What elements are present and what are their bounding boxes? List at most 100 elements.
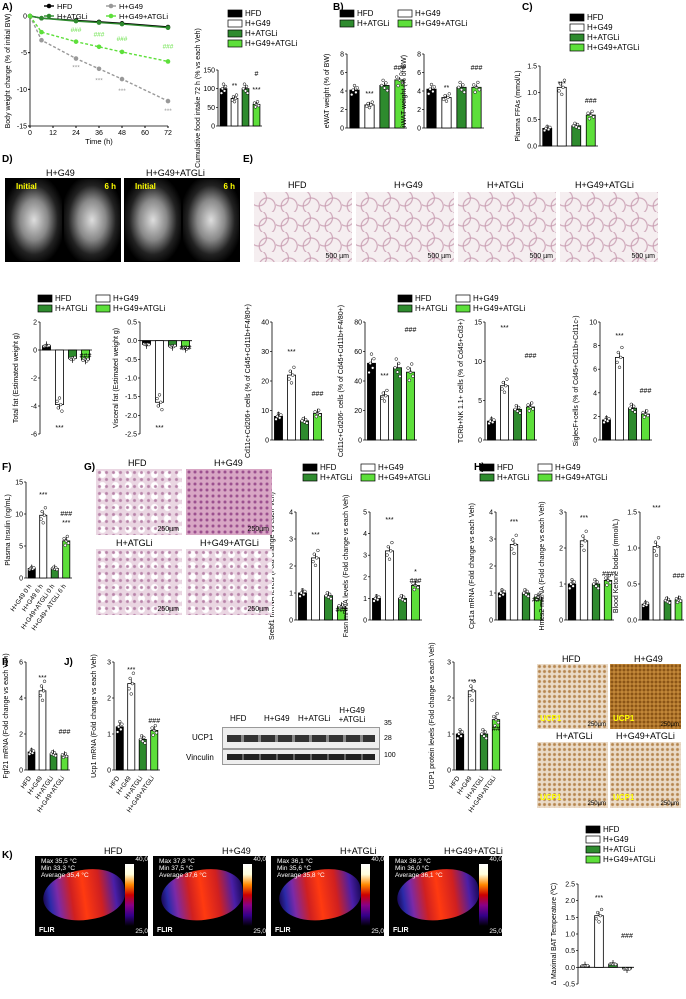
E4-ytick-label: 0 [593, 438, 597, 445]
F-sig-1-s3: *** [39, 492, 47, 499]
G1-point-2-2 [326, 595, 331, 599]
a-legend-dot-1 [108, 3, 114, 9]
H1-point-2-0 [522, 591, 526, 595]
H2-point-2-2 [594, 584, 598, 588]
G2-ytick-label: 5 [363, 510, 367, 517]
D_total-point-1-2 [57, 396, 62, 400]
I-point-0-4 [31, 749, 36, 753]
E4-point-2-0 [628, 406, 632, 410]
thermal-readout-3: Max 36,1 °C Min 35,6 °C Average 35,8 °C [277, 858, 325, 879]
ihc-title-1: HFD [562, 654, 581, 664]
G1-ytick-label: 1 [289, 591, 293, 598]
C-point-3-3 [590, 109, 594, 114]
flir-logo-1: FLIR [39, 927, 55, 934]
panel-label-j: J) [64, 657, 73, 668]
E3-ytick-label: 15 [474, 320, 482, 327]
legend-e-label-0: HFD [415, 294, 432, 303]
wb-mw-28: 28 [384, 735, 392, 742]
legend-c-swatch-1 [569, 23, 585, 32]
E2-point-3-1 [407, 378, 411, 382]
H1-point-2-2 [524, 592, 528, 597]
B_i-point-2-3 [461, 83, 465, 87]
a-point-2-2 [73, 18, 79, 24]
G1-point-0-0 [298, 594, 302, 598]
G1-point-3-4 [342, 605, 346, 609]
J1-sig-1-s3: *** [127, 667, 135, 674]
C-sig-3-h3: ### [585, 98, 597, 105]
J1-bar-1 [127, 683, 136, 771]
K-sig-3-h3: ### [621, 933, 633, 940]
E3-point-2-0 [513, 407, 517, 411]
D_total-point-1-0 [55, 399, 59, 403]
I-point-1-2 [40, 698, 45, 702]
K-ytick-label: 0.0 [565, 965, 575, 972]
H3-point-1-0 [652, 549, 657, 553]
F-point-2-4 [55, 567, 59, 572]
B_e-point-0-1 [351, 88, 355, 92]
ihc-tag-1: UCP1 [540, 714, 562, 723]
G2-sig-1-s3: *** [385, 517, 393, 524]
E2-point-3-0 [406, 366, 410, 370]
A_bar-sig-1-s2: ** [232, 83, 238, 90]
panel-label-d: D) [2, 154, 13, 165]
J2-point-1-2 [470, 698, 474, 702]
I-bar-1 [38, 690, 47, 771]
H3-point-1-2 [654, 553, 659, 558]
panel-label-k: K) [2, 850, 13, 861]
B_e-point-1-4 [370, 100, 374, 104]
E4-ylabel: SiglecF+cells (% of Cd45+Cd11b+Cd11c-) [573, 315, 580, 446]
a-point-1-5 [165, 98, 171, 104]
g-title-2: H+G49 [214, 458, 243, 468]
k-title-3: H+ATGLi [340, 846, 377, 856]
B_i-point-3-1 [473, 90, 477, 94]
I-ylabel: Fgf21 mRNA (Fold change vs each Veh) [3, 653, 10, 778]
ihc-title-3: H+ATGLi [556, 731, 593, 741]
C-ytick-label: 1.5 [527, 64, 537, 71]
wb-group-4: H+G49 +ATGLi [338, 706, 366, 724]
K-ytick-label: -0.5 [563, 982, 575, 989]
E2-ytick-label: 0 [358, 438, 362, 445]
G2-point-3-1 [412, 587, 416, 592]
a-legend-label-1: H+G49 [119, 2, 143, 11]
K-point-3-4 [627, 967, 632, 971]
A_bar-point-2-1 [242, 82, 247, 86]
legend-b-swatch-2 [339, 19, 355, 28]
g-scale-1: 250µm [157, 526, 179, 533]
ihc-scale-3: 250µm [587, 801, 606, 807]
thermal-colorbar-1 [125, 864, 134, 926]
H2-point-1-2 [582, 548, 586, 552]
A_bar-point-0-3 [222, 89, 227, 93]
G2-bar-1 [385, 550, 394, 621]
g-scale-3: 250µm [157, 606, 179, 613]
legend-a-swatch-1 [227, 19, 243, 28]
a-point-3-2 [73, 39, 79, 44]
B_i-point-2-1 [458, 80, 462, 85]
thermal-max-3: 40,0 [371, 856, 384, 863]
G1-sig-1-s3: *** [311, 532, 319, 539]
I-ytick-label: 4 [19, 696, 23, 703]
G2-ytick-label: 1 [363, 596, 367, 603]
J2-point-1-0 [468, 693, 472, 698]
F-point-1-0 [39, 517, 43, 521]
A_bar-point-1-0 [230, 98, 235, 102]
J1-ytick-label: 1 [107, 732, 111, 739]
legend-a-label-2: H+ATGLi [245, 29, 278, 38]
E3-point-0-4 [492, 418, 496, 422]
J1-point-0-3 [119, 727, 123, 732]
E4-point-0-4 [607, 417, 611, 421]
D_visc-ytick-label: -0.5 [125, 357, 137, 364]
J1-point-0-0 [115, 730, 120, 734]
legend-k-swatch-2 [585, 845, 601, 854]
H1-sig-1-s3: *** [510, 519, 518, 526]
C-point-1-4 [562, 78, 567, 82]
wb-group-3: H+ATGLi [298, 714, 331, 723]
A_bar-ytick-label: 150 [203, 68, 215, 75]
E2-point-2-0 [393, 366, 397, 370]
panel-label-c: C) [522, 2, 533, 13]
C-bar-1 [556, 86, 567, 147]
H3-point-0-4 [645, 601, 650, 605]
thermal-image-2: Max 37,8 °C Min 37,5 °C Average 37,6 °C 4… [153, 856, 266, 936]
a-legend-dot-2 [46, 13, 52, 19]
a-ytick-label: 0 [23, 14, 27, 21]
thermal-colorbar-2 [243, 864, 252, 926]
